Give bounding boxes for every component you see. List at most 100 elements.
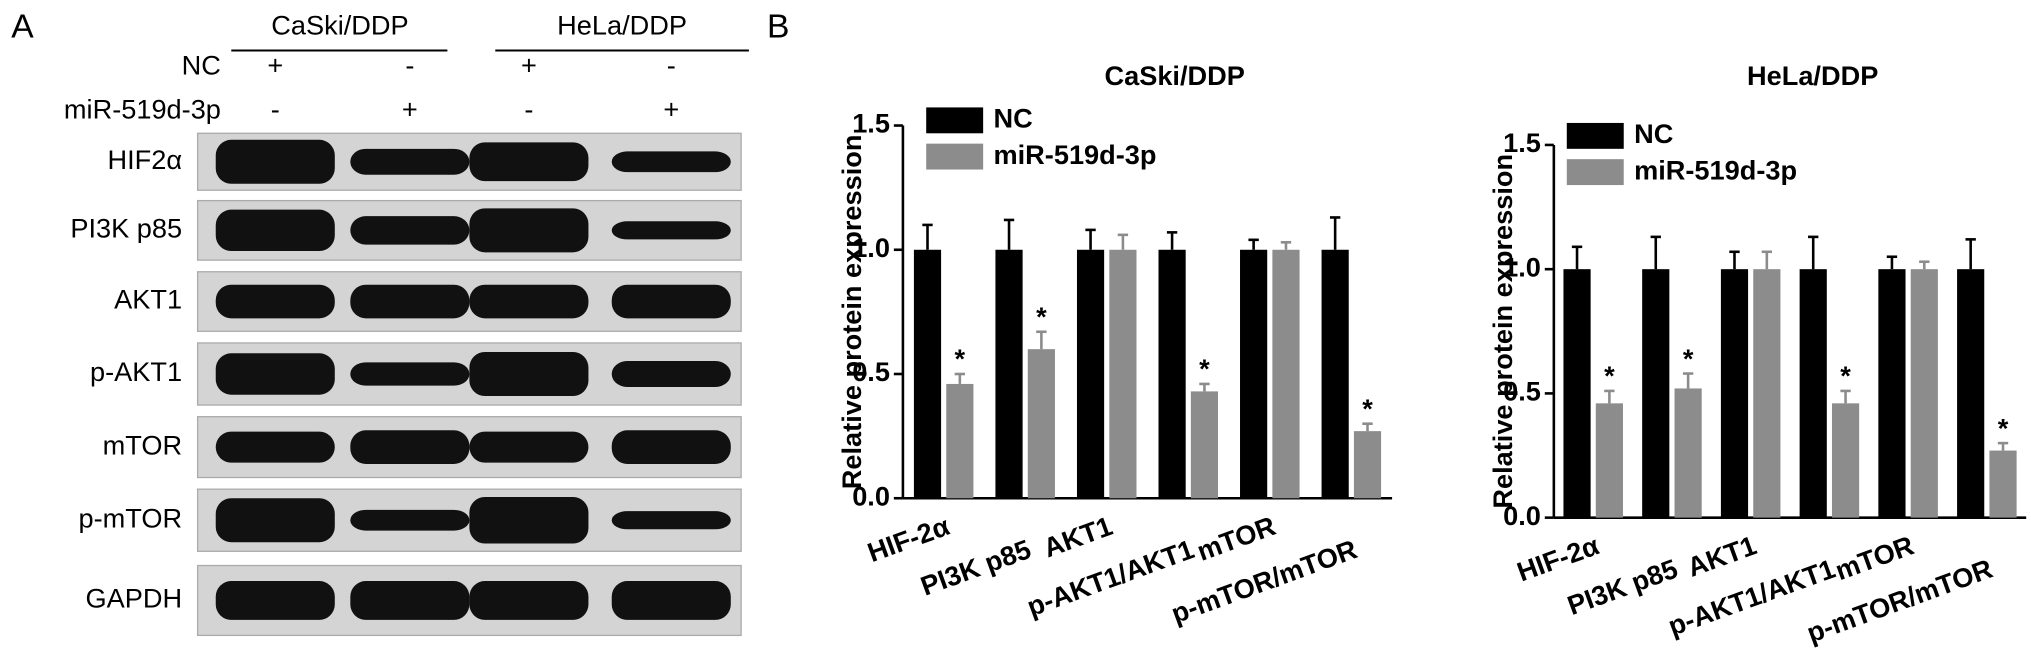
condition-sign: + — [521, 49, 537, 80]
significance-marker: * — [1683, 343, 1694, 374]
legend-swatch — [1566, 159, 1624, 186]
protein-label: PI3K p85 — [70, 213, 182, 244]
blot-band — [469, 352, 589, 396]
y-axis-label: Relative protein expression — [1487, 154, 1518, 509]
legend-label: NC — [1634, 118, 1673, 149]
blot-band — [350, 581, 470, 620]
y-tick-label: 0.5 — [852, 356, 890, 387]
blot-band — [350, 216, 470, 245]
bar — [1190, 391, 1219, 499]
bar — [1642, 269, 1670, 518]
blot-band — [469, 142, 589, 182]
blot-band — [350, 362, 470, 386]
protein-label: mTOR — [103, 429, 182, 460]
blot-band — [611, 221, 731, 240]
blot-band — [469, 284, 589, 319]
group-label: CaSki/DDP — [271, 9, 408, 40]
y-tick-label: 1.0 — [852, 232, 890, 263]
blot-band — [215, 431, 335, 463]
x-tick-label: AKT1 — [1039, 510, 1116, 563]
bar — [1753, 269, 1781, 518]
bar — [1321, 249, 1349, 499]
condition-sign: - — [524, 93, 533, 124]
bar — [1595, 403, 1623, 518]
legend-label: NC — [994, 103, 1033, 134]
bar — [1720, 269, 1749, 518]
condition-sign: - — [405, 49, 414, 80]
blot-band — [350, 430, 470, 464]
significance-marker: * — [1036, 301, 1047, 332]
blot-band — [469, 496, 589, 544]
x-tick-label: HIF-2α — [863, 510, 953, 568]
bar — [913, 249, 942, 499]
blot-band — [611, 151, 731, 173]
legend-label: miR-519d-3p — [1634, 154, 1797, 185]
blot-band — [215, 581, 335, 620]
condition-sign: + — [663, 93, 679, 124]
significance-marker: * — [1604, 360, 1615, 391]
condition-sign: - — [667, 49, 676, 80]
significance-marker: * — [1840, 360, 1851, 391]
protein-label: AKT1 — [114, 284, 182, 315]
blot-band — [611, 511, 731, 530]
bar — [1076, 249, 1105, 499]
chart-title: CaSki/DDP — [1104, 60, 1244, 91]
blot-band — [469, 581, 589, 620]
blot-band — [350, 148, 470, 175]
legend-swatch — [926, 143, 984, 170]
bar — [1878, 269, 1906, 518]
bar — [995, 249, 1023, 499]
condition-sign: + — [267, 49, 283, 80]
significance-marker: * — [1998, 412, 2009, 443]
y-axis-label: Relative protein expression — [836, 135, 867, 490]
bar — [1831, 403, 1860, 518]
protein-label: p-mTOR — [78, 502, 182, 533]
panel-label: B — [767, 8, 789, 45]
significance-marker: * — [955, 343, 966, 374]
condition-sign: - — [271, 93, 280, 124]
blot-band — [611, 581, 731, 620]
x-tick-label: mTOR — [1831, 529, 1918, 586]
x-tick-label: mTOR — [1193, 510, 1280, 567]
bar — [1910, 269, 1938, 518]
blot-band — [215, 284, 335, 319]
protein-label: GAPDH — [86, 583, 183, 614]
bar — [1353, 431, 1382, 499]
legend-swatch — [926, 107, 984, 134]
blot-band — [350, 284, 470, 319]
blot-band — [611, 361, 731, 387]
bar — [1957, 269, 1985, 518]
blot-band — [611, 284, 731, 319]
group-label: HeLa/DDP — [557, 9, 687, 40]
bar — [1158, 249, 1186, 499]
blot-band — [469, 431, 589, 463]
blot-band — [469, 208, 589, 253]
blot-band — [215, 498, 335, 543]
blot-band — [215, 139, 335, 184]
protein-label: HIF2α — [108, 144, 183, 175]
y-tick-label: 1.5 — [1503, 127, 1541, 158]
legend-swatch — [1566, 122, 1624, 149]
y-tick-label: 1.0 — [1503, 251, 1541, 282]
protein-label: p-AKT1 — [90, 356, 182, 387]
condition-sign: + — [402, 93, 418, 124]
bar — [946, 383, 974, 499]
x-tick-label: HIF-2α — [1513, 529, 1603, 587]
significance-marker: * — [1199, 353, 1210, 384]
blot-band — [215, 209, 335, 252]
condition-label: miR-519d-3p — [64, 93, 221, 124]
bar — [1989, 450, 2017, 518]
significance-marker: * — [1362, 393, 1373, 424]
panel-label: A — [11, 8, 34, 45]
bar — [1799, 269, 1827, 518]
bar — [1109, 249, 1137, 499]
bar — [1563, 269, 1591, 518]
y-tick-label: 0.5 — [1503, 376, 1541, 407]
blot-band — [350, 509, 470, 531]
chart-title: HeLa/DDP — [1747, 60, 1878, 91]
blot-band — [611, 430, 731, 464]
bar — [1240, 249, 1268, 499]
bar — [1272, 249, 1300, 499]
bar — [1027, 349, 1055, 499]
